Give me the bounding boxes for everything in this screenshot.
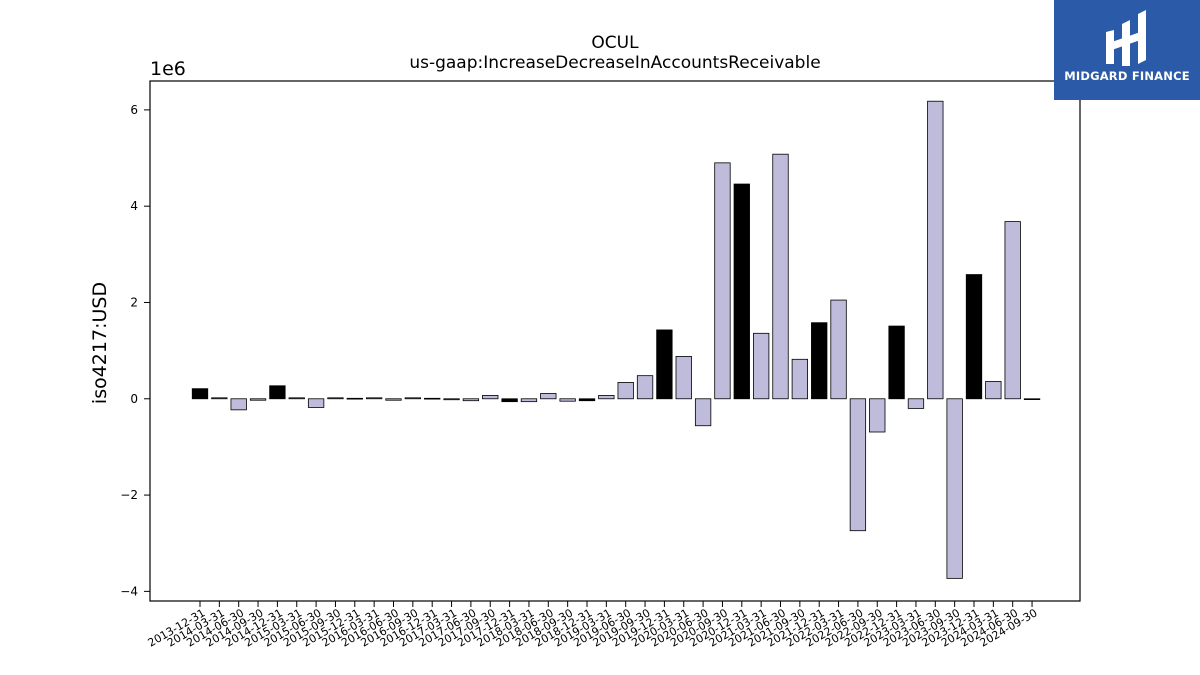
bar-2016-06-30	[385, 398, 402, 401]
bar-2019-12-31	[656, 329, 673, 400]
bar-2020-03-31	[675, 356, 692, 400]
bar-2021-12-31	[811, 322, 828, 400]
y-tick-label: −2	[120, 488, 138, 502]
bar-2017-03-31	[443, 398, 460, 401]
bar-2022-09-30	[869, 398, 886, 433]
bar-2019-06-30	[617, 382, 634, 400]
bar-2023-03-31	[907, 398, 925, 409]
bars-group	[191, 100, 1041, 579]
bar-2015-09-30	[327, 397, 344, 400]
bar-2014-06-30	[230, 398, 247, 411]
bar-2018-03-31	[520, 398, 538, 403]
bar-2024-03-31	[985, 381, 1002, 400]
chart-subtitle: us-gaap:IncreaseDecreaseInAccountsReceiv…	[409, 53, 820, 73]
bar-2017-06-30	[462, 398, 480, 402]
bar-2022-06-30	[849, 398, 867, 532]
bar-2018-09-30	[559, 398, 576, 402]
bar-2023-09-30	[946, 398, 963, 579]
bar-2021-09-30	[791, 358, 808, 400]
chart-title: OCUL	[591, 33, 639, 53]
bar-2019-09-30	[636, 375, 654, 400]
y-tick-label: 4	[130, 199, 138, 213]
bar-2017-09-30	[482, 395, 499, 400]
y-tick-label: 0	[130, 392, 138, 406]
bar-2020-09-30	[714, 162, 731, 400]
bar-2020-06-30	[694, 398, 712, 427]
bar-2015-06-30	[307, 398, 325, 408]
bar-2021-06-30	[772, 153, 789, 400]
y-ticks-group: −4 −2 0 2 4 6	[120, 103, 150, 598]
bar-2016-03-31	[365, 397, 383, 400]
bar-2023-06-30	[927, 100, 944, 400]
bar-2018-06-30	[540, 393, 557, 400]
bar-2018-12-31	[578, 398, 596, 402]
bar-2015-03-31	[288, 397, 305, 400]
x-ticks-group: 2013-12-312014-03-312014-06-302014-09-30…	[146, 601, 1040, 650]
y-tick-label: 2	[130, 295, 138, 309]
bar-2024-06-30	[1004, 221, 1021, 400]
bar-2019-03-31	[598, 395, 615, 400]
bar-2014-12-31	[269, 385, 286, 400]
brand-logo: MIDGARD FINANCE	[1054, 0, 1200, 100]
plot-frame	[149, 80, 1081, 602]
y-axis-multiplier: 1e6	[150, 58, 186, 80]
bar-2014-09-30	[249, 398, 267, 401]
bar-2022-12-31	[888, 325, 905, 400]
brand-name: MIDGARD FINANCE	[1064, 69, 1190, 83]
y-tick-label: 6	[130, 103, 138, 117]
bar-2013-12-31	[191, 388, 209, 400]
bar-2016-09-30	[404, 397, 422, 400]
bar-2021-03-31	[753, 332, 770, 400]
bar-2017-12-31	[501, 398, 518, 403]
y-axis-label: iso4217:USD	[89, 282, 111, 404]
y-tick-label: −4	[120, 584, 138, 598]
bar-2020-12-31	[733, 183, 750, 400]
bar-2024-09-30	[1023, 398, 1041, 400]
bar-2014-03-31	[211, 397, 228, 400]
midgard-logo-icon	[1106, 10, 1146, 66]
bar-2023-12-31	[965, 274, 983, 400]
bar-2015-12-31	[346, 397, 363, 400]
bar-2016-12-31	[424, 397, 441, 400]
bar-2022-03-31	[830, 299, 847, 400]
